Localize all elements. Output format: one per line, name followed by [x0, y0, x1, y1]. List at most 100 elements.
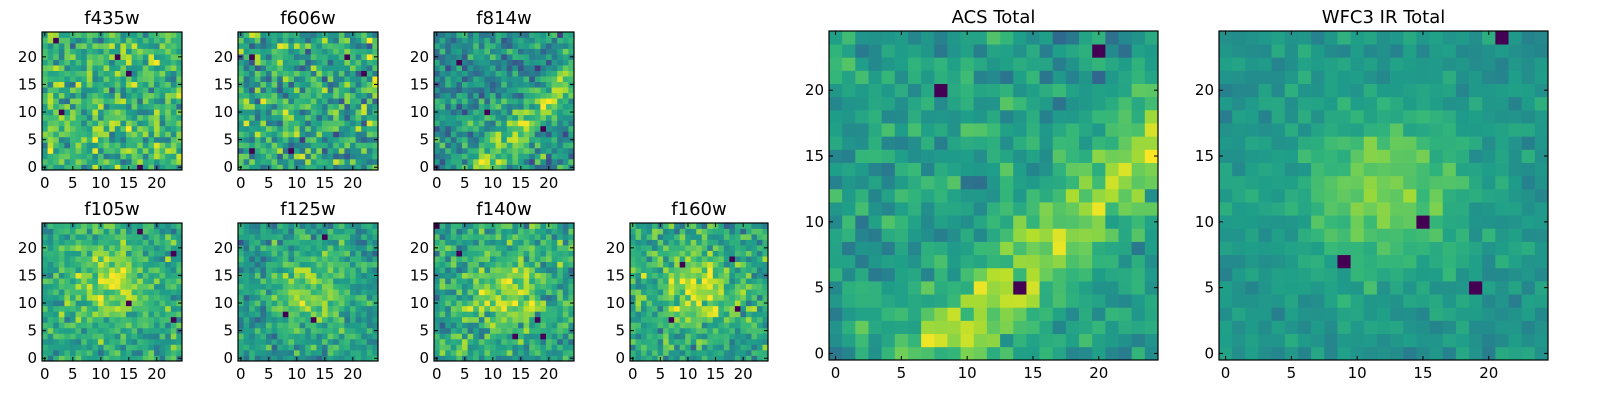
heatmap-cell — [501, 294, 508, 301]
heatmap-cell — [557, 32, 564, 38]
heatmap-cell — [1065, 320, 1080, 335]
heatmap-cell — [254, 355, 261, 362]
heatmap-cell — [690, 267, 697, 274]
heatmap-cell — [701, 250, 708, 257]
heatmap-cell — [635, 239, 642, 246]
heatmap-cell — [165, 59, 172, 66]
heatmap-cell — [1105, 162, 1119, 177]
heatmap-cell — [701, 294, 708, 301]
heatmap-cell — [53, 103, 60, 110]
heatmap-cell — [473, 250, 480, 257]
heatmap-cell — [131, 147, 138, 154]
heatmap-cell — [254, 81, 261, 88]
heatmap-cell — [142, 54, 149, 60]
heatmap-cell — [1131, 215, 1146, 229]
heatmap-cell — [310, 70, 317, 77]
heatmap-cell — [947, 333, 961, 348]
heatmap-cell — [249, 344, 256, 351]
heatmap-cell — [154, 153, 160, 160]
heatmap-cell — [282, 294, 289, 301]
heatmap-cell — [260, 131, 267, 138]
x-tick-label: 5 — [68, 365, 78, 383]
heatmap-cell — [546, 81, 552, 88]
heatmap-cell — [450, 283, 457, 290]
heatmap-cell — [120, 355, 127, 362]
heatmap-cell — [829, 281, 843, 295]
heatmap-cell — [271, 65, 278, 71]
heatmap-cell — [254, 103, 261, 110]
heatmap-cell — [484, 272, 491, 279]
heatmap-cell — [81, 305, 88, 312]
heatmap-cell — [562, 87, 569, 94]
heatmap-cell — [42, 37, 48, 44]
heatmap-cell — [299, 37, 306, 44]
heatmap-cell — [674, 338, 681, 345]
heatmap-cell — [131, 283, 138, 290]
heatmap-cell — [690, 278, 697, 285]
heatmap-cell — [679, 355, 686, 362]
heatmap-cell — [518, 316, 524, 323]
heatmap-cell — [92, 322, 99, 329]
heatmap-cell — [254, 344, 261, 351]
heatmap-cell — [1026, 346, 1040, 361]
heatmap-cell — [1065, 175, 1080, 190]
heatmap-cell — [299, 103, 306, 110]
heatmap-cell — [42, 142, 48, 149]
heatmap-cell — [512, 136, 519, 143]
y-tick-label: 20 — [214, 239, 233, 257]
heatmap-cell — [176, 131, 183, 138]
heatmap-cell — [154, 92, 160, 99]
heatmap-cell — [53, 59, 60, 66]
heatmap-cell — [58, 114, 65, 121]
heatmap-cell — [294, 81, 300, 88]
heatmap-cell — [98, 261, 104, 268]
heatmap-cell — [372, 333, 379, 340]
heatmap-cell — [921, 228, 935, 242]
heatmap-cell — [540, 70, 547, 77]
heatmap-cell — [322, 305, 328, 312]
heatmap-cell — [762, 294, 769, 301]
heatmap-cell — [316, 256, 323, 262]
heatmap-cell — [103, 92, 110, 99]
heatmap-cell — [109, 327, 116, 334]
heatmap-cell — [333, 300, 340, 307]
heatmap-cell — [973, 241, 988, 256]
heatmap-cell — [249, 228, 256, 235]
heatmap-cell — [445, 59, 452, 66]
heatmap-cell — [456, 228, 463, 235]
heatmap-cell — [81, 120, 88, 127]
heatmap-cell — [165, 76, 172, 83]
heatmap-cell — [501, 300, 508, 307]
heatmap-cell — [238, 125, 244, 132]
heatmap-cell — [506, 250, 513, 257]
heatmap-cell — [305, 300, 312, 307]
heatmap-cell — [907, 188, 922, 203]
heatmap-cell — [142, 305, 149, 312]
heatmap-cell — [243, 37, 250, 44]
heatmap-cell — [557, 300, 564, 307]
heatmap-cell — [562, 43, 569, 49]
heatmap-cell — [277, 131, 284, 138]
heatmap-cell — [562, 250, 569, 257]
heatmap-cell — [439, 114, 446, 121]
heatmap-cell — [350, 305, 356, 312]
heatmap-cell — [562, 228, 569, 235]
heatmap-cell — [512, 289, 519, 296]
heatmap-cell — [540, 81, 547, 88]
heatmap-cell — [1105, 241, 1119, 256]
heatmap-cell — [534, 37, 541, 44]
heatmap-cell — [562, 311, 569, 318]
heatmap-cell — [467, 300, 474, 307]
heatmap-cell — [462, 333, 468, 340]
heatmap-cell — [350, 98, 356, 105]
heatmap-cell — [445, 333, 452, 340]
heatmap-cell — [366, 344, 373, 351]
heatmap-cell — [696, 349, 703, 356]
heatmap-cell — [512, 223, 519, 229]
heatmap-cell — [103, 87, 110, 94]
heatmap-cell — [1118, 202, 1133, 216]
x-tick-label: 0 — [432, 174, 442, 192]
heatmap-cell — [103, 250, 110, 257]
heatmap-cell — [53, 338, 60, 345]
heatmap-cell — [947, 188, 961, 203]
